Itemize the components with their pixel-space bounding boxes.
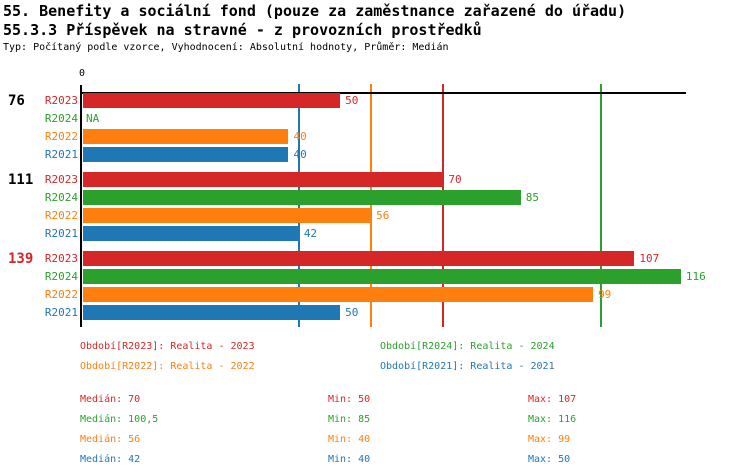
row-label-r2023: R2023 [44, 94, 78, 107]
bar-r2023 [83, 251, 635, 266]
row-label-r2024: R2024 [44, 191, 78, 204]
row-label-r2021: R2021 [44, 148, 78, 161]
bar-value-label: 107 [639, 252, 660, 265]
legend-item-r2022: Období[R2022]: Realita - 2022 [80, 361, 255, 372]
row-label-r2024: R2024 [44, 270, 78, 283]
x-axis-tick-label-0: 0 [78, 68, 86, 79]
stat-min-r2023: Min: 50 [328, 394, 371, 405]
bar-value-label: 85 [525, 191, 540, 204]
stat-median-r2021: Medián: 42 [80, 454, 141, 465]
bar-r2022 [83, 208, 372, 223]
bar-r2022 [83, 287, 594, 302]
stat-max-r2022: Max: 99 [528, 434, 571, 445]
bar-r2021 [83, 226, 299, 241]
legend-item-r2023: Období[R2023]: Realita - 2023 [80, 341, 255, 352]
stat-min-r2021: Min: 40 [328, 454, 371, 465]
bar-r2021 [83, 305, 341, 320]
median-line-r2024 [599, 84, 602, 327]
report-title-line2: 55.3.3 Příspěvek na stravné - z provozní… [3, 21, 482, 39]
plot-top-border [80, 92, 686, 94]
group-label: 111 [8, 172, 34, 188]
stat-median-r2022: Medián: 56 [80, 434, 141, 445]
bar-value-label: 99 [598, 288, 612, 301]
bar-value-label: 56 [376, 209, 390, 222]
bar-r2024 [83, 190, 521, 205]
median-line-r2022 [370, 84, 373, 327]
row-label-r2022: R2022 [44, 209, 78, 222]
bar-value-label: 40 [293, 130, 307, 143]
stat-median-r2023: Medián: 70 [80, 394, 141, 405]
stat-min-r2022: Min: 40 [328, 434, 371, 445]
stat-max-r2021: Max: 50 [528, 454, 571, 465]
bar-value-label: 50 [345, 94, 359, 107]
legend-item-r2024: Období[R2024]: Realita - 2024 [380, 341, 555, 352]
bar-r2023 [83, 172, 444, 187]
row-label-r2022: R2022 [44, 130, 78, 143]
row-label-r2023: R2023 [44, 173, 78, 186]
stat-median-r2024: Medián: 100,5 [80, 414, 159, 425]
median-line-r2021 [297, 84, 300, 327]
bar-value-label: 116 [685, 270, 706, 283]
row-label-r2022: R2022 [44, 288, 78, 301]
stat-max-r2024: Max: 116 [528, 414, 577, 425]
bar-r2024 [83, 269, 681, 284]
bar-value-label: NA [86, 112, 100, 125]
report-title-line1: 55. Benefity a sociální fond (pouze za z… [3, 2, 627, 20]
stat-min-r2024: Min: 85 [328, 414, 371, 425]
bar-value-label: 42 [303, 227, 318, 240]
median-line-r2023 [442, 84, 445, 327]
y-axis-line [80, 85, 82, 327]
row-label-r2021: R2021 [44, 227, 78, 240]
row-label-r2024: R2024 [44, 112, 78, 125]
bar-value-label: 40 [293, 148, 307, 161]
row-label-r2021: R2021 [44, 306, 78, 319]
bar-r2023 [83, 93, 341, 108]
bar-r2021 [83, 147, 289, 162]
row-label-r2023: R2023 [44, 252, 78, 265]
group-label: 76 [8, 93, 25, 109]
bar-value-label: 70 [448, 173, 462, 186]
stat-max-r2023: Max: 107 [528, 394, 577, 405]
group-label: 139 [8, 251, 34, 267]
bar-value-label: 50 [345, 306, 359, 319]
report-subtitle: Typ: Počítaný podle vzorce, Vyhodnocení:… [3, 42, 449, 53]
legend-item-r2021: Období[R2021]: Realita - 2021 [380, 361, 555, 372]
bar-r2022 [83, 129, 289, 144]
